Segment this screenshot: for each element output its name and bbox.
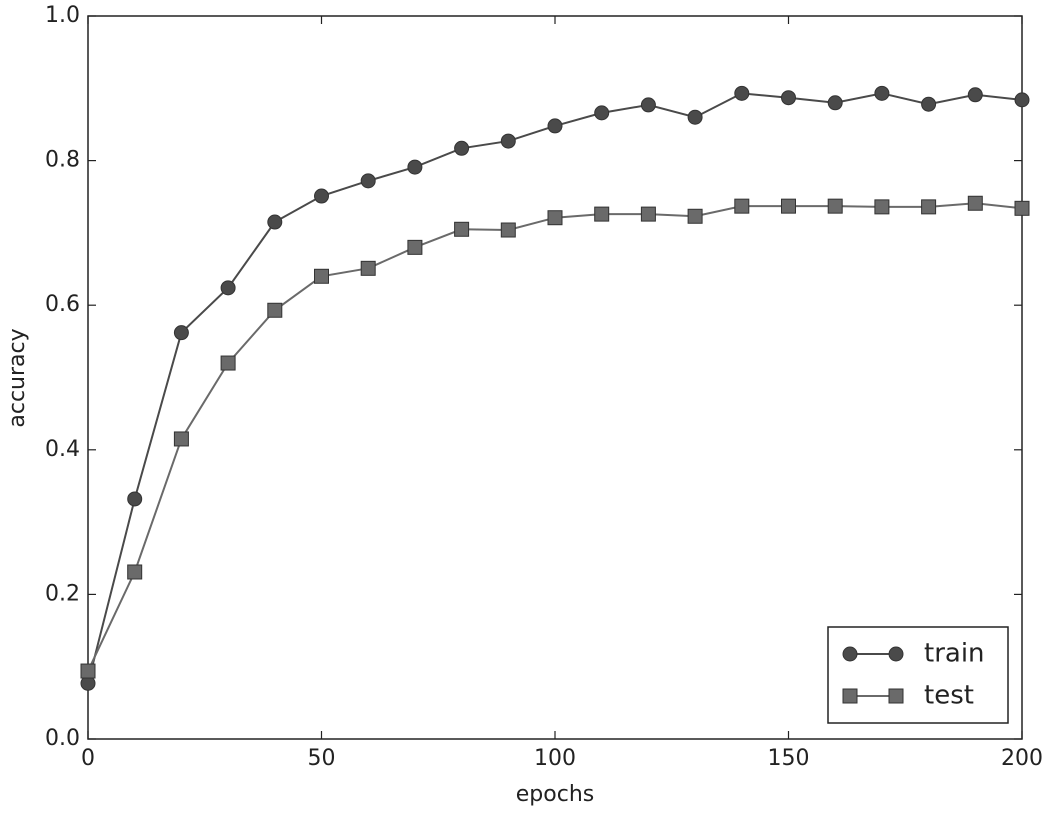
marker	[874, 85, 890, 101]
marker	[921, 199, 937, 215]
legend-box	[827, 626, 1009, 724]
marker	[594, 105, 610, 121]
marker	[407, 239, 423, 255]
legend-marker	[888, 688, 904, 704]
marker	[827, 95, 843, 111]
x-axis-label: epochs	[516, 782, 594, 807]
marker	[127, 491, 143, 507]
marker	[781, 90, 796, 106]
y-tick-label: 1.0	[45, 3, 80, 28]
marker	[547, 210, 563, 226]
marker	[687, 109, 703, 125]
marker	[594, 206, 610, 222]
marker	[407, 159, 423, 175]
marker	[500, 133, 516, 149]
marker	[734, 85, 750, 101]
marker	[1014, 200, 1030, 216]
marker	[781, 198, 796, 214]
y-tick-label: 0.8	[45, 148, 80, 173]
marker	[454, 221, 470, 237]
x-tick-label: 50	[308, 746, 336, 771]
marker	[454, 140, 470, 156]
marker	[360, 173, 376, 189]
legend-marker	[842, 688, 858, 704]
legend-entry: test	[842, 681, 974, 711]
marker	[547, 118, 563, 134]
marker	[874, 199, 890, 215]
x-tick-label: 100	[534, 746, 576, 771]
marker	[1014, 92, 1030, 108]
marker	[640, 206, 656, 222]
marker	[267, 214, 283, 230]
series-line	[87, 202, 1023, 672]
marker	[734, 198, 750, 214]
marker	[80, 663, 96, 679]
marker	[314, 188, 329, 204]
x-tick-label: 0	[81, 746, 95, 771]
x-tick-label: 150	[768, 746, 810, 771]
y-tick-label: 0.0	[45, 726, 80, 751]
legend-marker	[842, 646, 858, 662]
legend-entry: train	[842, 639, 985, 669]
legend-label: train	[924, 639, 985, 669]
x-tick-label: 200	[1001, 746, 1043, 771]
y-axis-label: accuracy	[5, 328, 30, 427]
marker	[127, 564, 143, 580]
marker	[687, 208, 703, 224]
marker	[314, 268, 329, 284]
marker	[173, 325, 189, 341]
marker	[921, 96, 937, 112]
series-line	[87, 92, 1023, 684]
marker	[967, 195, 983, 211]
marker	[220, 355, 236, 371]
y-tick-label: 0.2	[45, 581, 80, 606]
marker	[827, 198, 843, 214]
marker	[640, 97, 656, 113]
marker	[267, 302, 283, 318]
marker	[173, 431, 189, 447]
marker	[360, 260, 376, 276]
marker	[967, 87, 983, 103]
y-tick-label: 0.6	[45, 292, 80, 317]
marker	[220, 280, 236, 296]
legend-label: test	[924, 681, 974, 711]
legend-marker	[888, 646, 904, 662]
y-tick-label: 0.4	[45, 437, 80, 462]
marker	[500, 222, 516, 238]
